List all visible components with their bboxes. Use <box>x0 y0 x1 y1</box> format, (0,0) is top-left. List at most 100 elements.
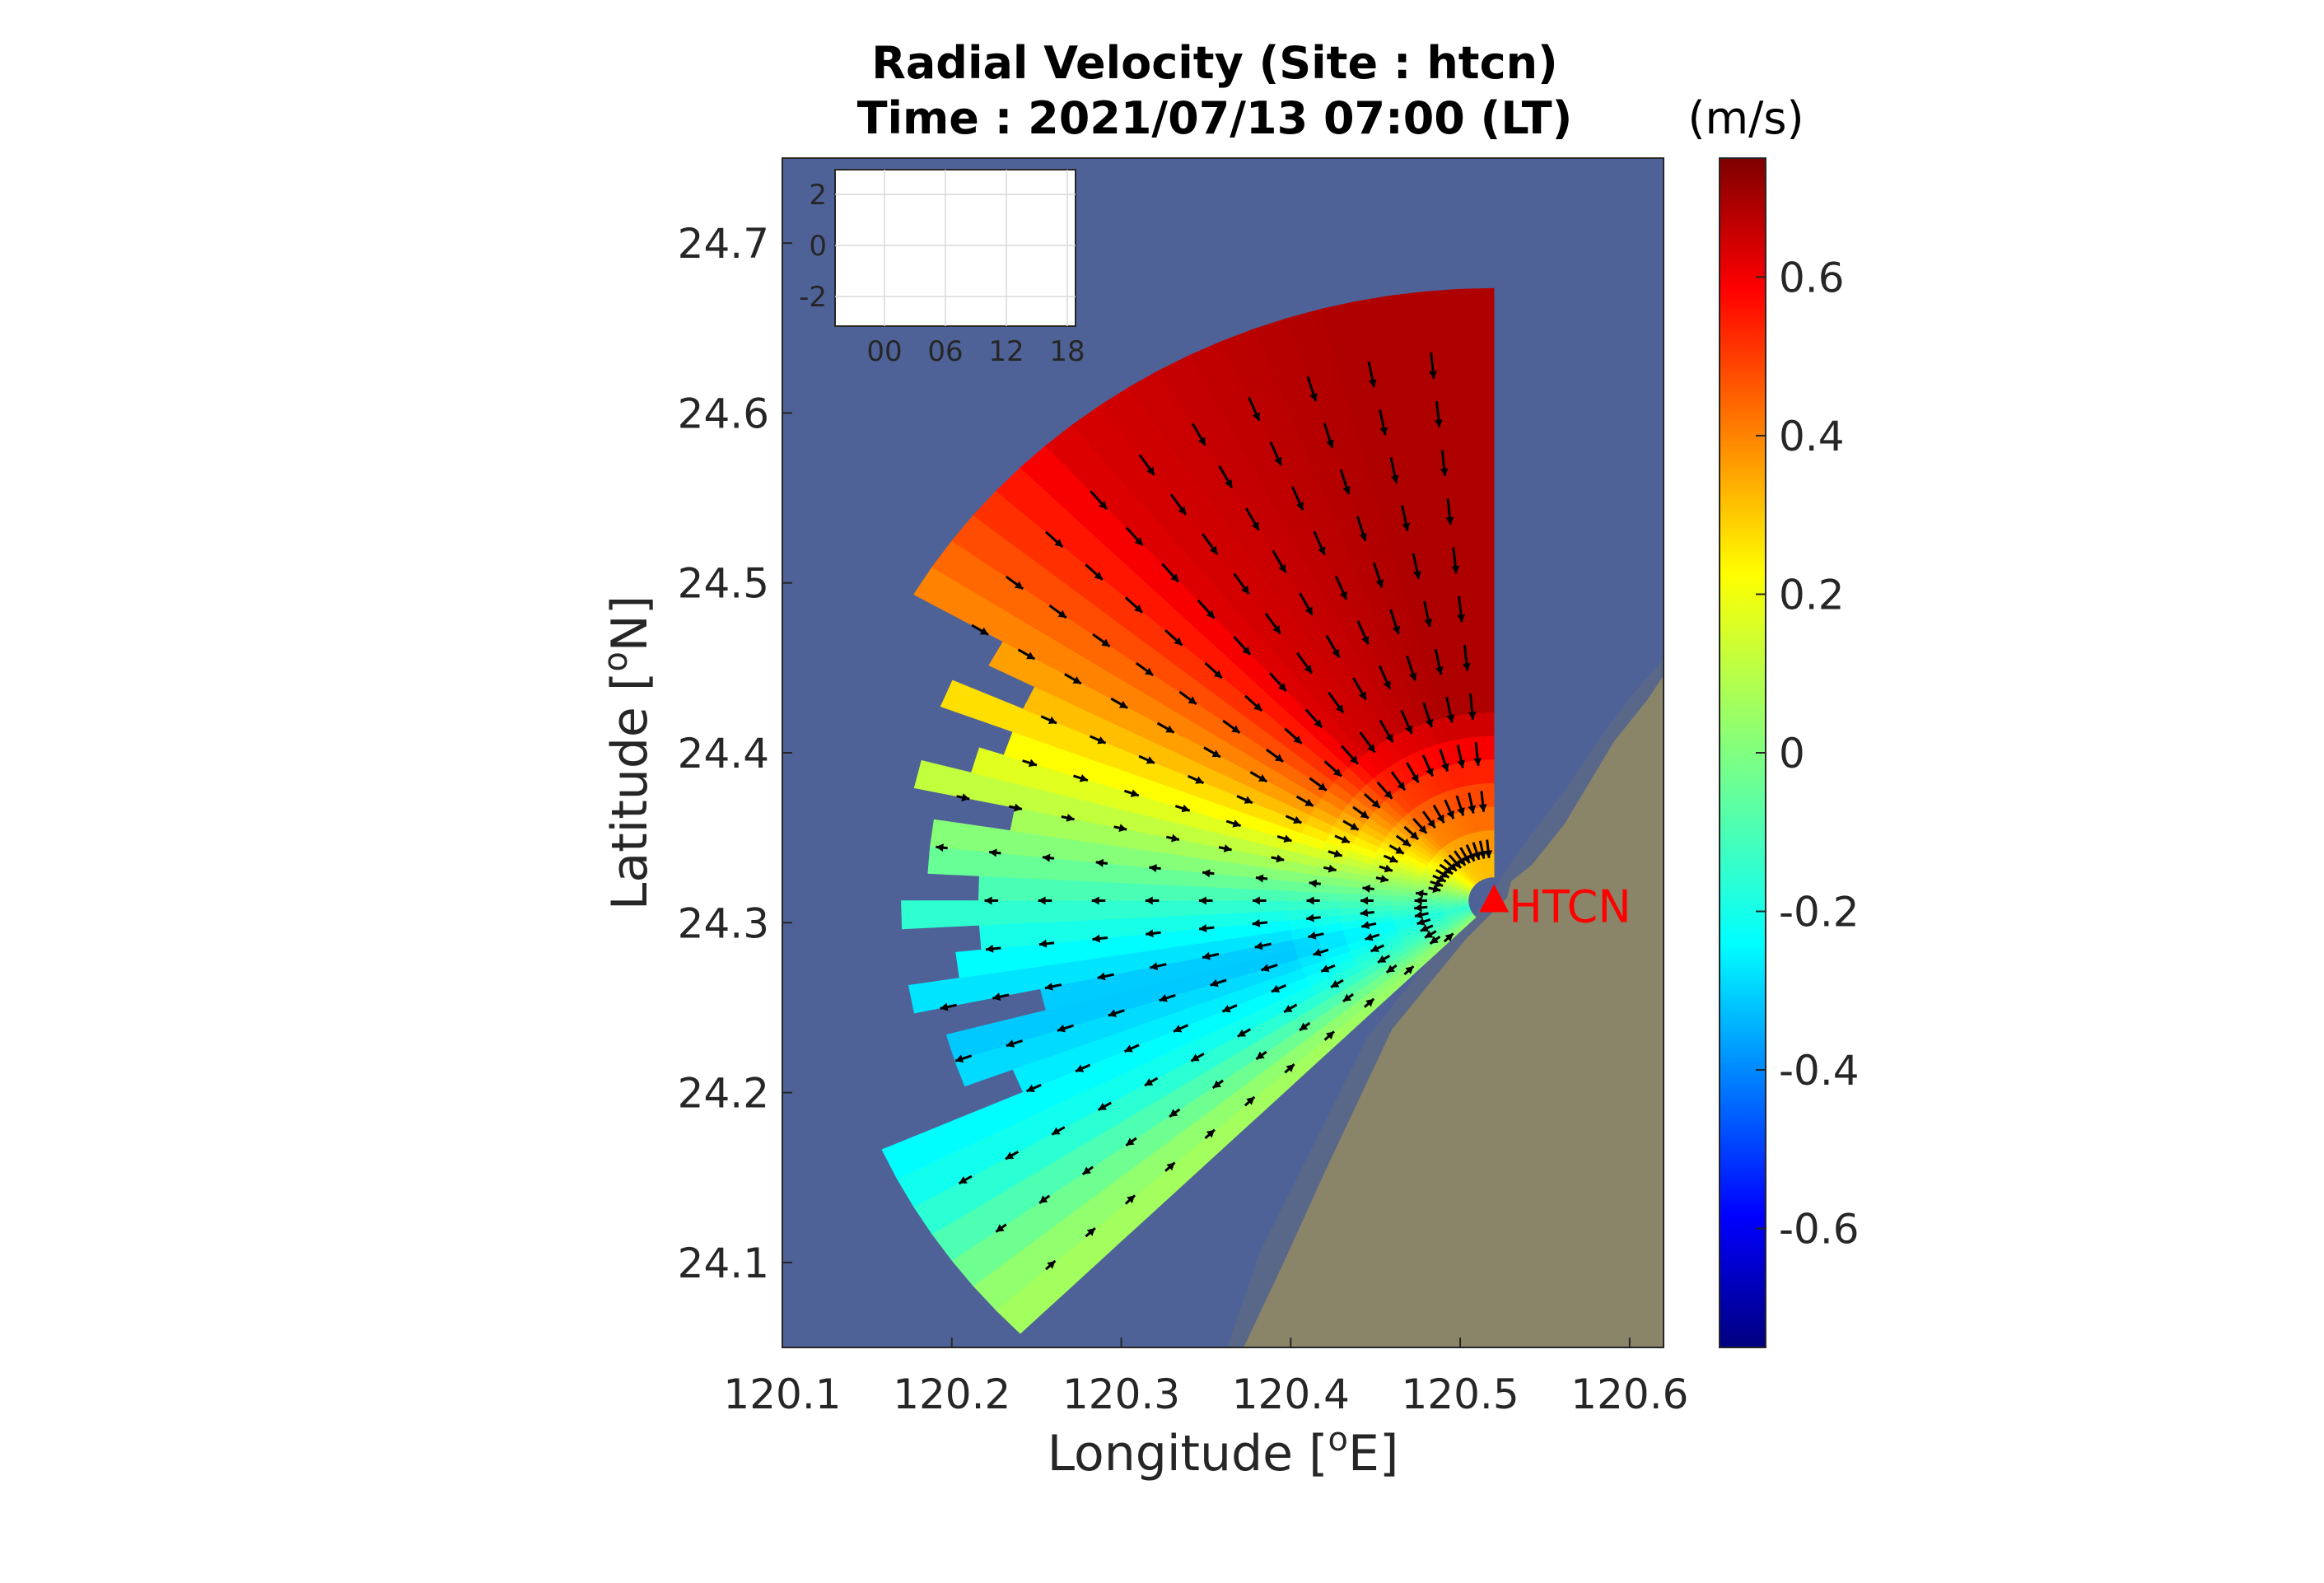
colorbar-tick-label-2: 0.2 <box>1779 571 1845 619</box>
velocity-vector-47 <box>1159 993 1176 1002</box>
y-tick-label-6: 24.7 <box>678 220 769 268</box>
velocity-cell-983 <box>1405 385 1438 413</box>
velocity-vector-202 <box>1356 516 1367 542</box>
velocity-vector-80 <box>1416 890 1428 899</box>
velocity-vector-210 <box>1434 648 1444 675</box>
colorbar-ticks: 0.6 0.4 0.2 0 -0.2 -0.4 -0.6 <box>1756 254 1860 1254</box>
velocity-cell-350 <box>1081 880 1108 901</box>
velocity-vector-209 <box>1445 696 1455 723</box>
chart-title-line2: Time : 2021/07/13 07:00 (LT) <box>857 92 1573 144</box>
velocity-cell-331 <box>1004 900 1032 925</box>
velocity-vector-141 <box>1403 825 1420 841</box>
velocity-vector-129 <box>1439 863 1454 876</box>
velocity-cell-372 <box>1005 853 1034 879</box>
velocity-vector-134 <box>1222 719 1241 735</box>
velocity-vector-41 <box>1025 1083 1042 1093</box>
velocity-vector-60 <box>992 992 1010 1002</box>
velocity-vector-187 <box>1400 709 1413 735</box>
velocity-vector-192 <box>1290 486 1304 511</box>
velocity-cell-391 <box>1057 838 1088 862</box>
inset-grid <box>835 170 1076 326</box>
velocity-vector-132 <box>1309 777 1328 792</box>
velocity-vector-49 <box>1057 1024 1074 1033</box>
x-axis-label-sup: o <box>1328 1421 1348 1459</box>
velocity-vector-94 <box>1218 844 1232 852</box>
velocity-vector-213 <box>1401 505 1411 531</box>
velocity-vector-46 <box>1210 978 1227 988</box>
velocity-vector-96 <box>1113 824 1127 833</box>
velocity-cell-333 <box>952 900 980 927</box>
coastal-shelf <box>1227 659 1664 1347</box>
velocity-cell-370 <box>1056 858 1085 881</box>
velocity-vectors <box>936 352 1493 1271</box>
colorbar-tick-label-1: 0.4 <box>1779 413 1845 460</box>
velocity-cell-1028 <box>1471 500 1495 525</box>
velocity-vector-37 <box>1221 1004 1238 1013</box>
velocity-vector-86 <box>1095 858 1108 867</box>
velocity-vector-14 <box>1299 1021 1311 1032</box>
velocity-vector-98 <box>1008 803 1023 812</box>
velocity-vector-32 <box>958 1174 973 1185</box>
velocity-vector-97 <box>1061 814 1075 822</box>
velocity-vector-10 <box>1044 1259 1057 1271</box>
velocity-cell-1036 <box>1459 311 1495 337</box>
site-marker <box>1479 884 1510 913</box>
chart-title-line1: Radial Velocity (Site : htcn) <box>871 37 1557 89</box>
inset-timeseries: 00 06 12 18 2 0 -2 <box>799 169 1085 368</box>
velocity-vector-2 <box>1363 997 1375 1008</box>
velocity-cell-345 <box>1210 886 1238 901</box>
velocity-cell-977 <box>1429 525 1454 553</box>
velocity-cell-329 <box>1055 900 1083 922</box>
velocity-vector-139 <box>1005 575 1024 591</box>
velocity-vector-84 <box>1202 869 1215 878</box>
velocity-vector-110 <box>1383 854 1398 863</box>
velocity-vector-177 <box>1352 677 1368 701</box>
velocity-vector-90 <box>1428 885 1441 894</box>
velocity-vector-225 <box>1440 450 1449 477</box>
velocity-vector-138 <box>1048 604 1067 619</box>
velocity-vector-144 <box>1284 727 1303 745</box>
velocity-cell-290 <box>1057 939 1088 964</box>
velocity-vector-155 <box>1304 708 1323 729</box>
velocity-vector-57 <box>1150 962 1167 970</box>
velocity-vector-221 <box>1462 644 1471 671</box>
velocity-cell-346 <box>1184 885 1211 901</box>
velocity-cell-998 <box>1461 618 1480 644</box>
velocity-vector-58 <box>1097 972 1114 981</box>
velocity-vector-74 <box>1252 896 1267 905</box>
inset-frame <box>834 169 1076 327</box>
velocity-vector-12 <box>1385 964 1398 974</box>
velocity-vector-179 <box>1298 592 1314 616</box>
velocity-cell-456 <box>971 747 1005 779</box>
velocity-vector-1 <box>1403 964 1415 976</box>
velocity-vector-71 <box>1414 896 1427 905</box>
velocity-vector-148 <box>1124 596 1144 614</box>
velocity-vector-128 <box>971 623 989 636</box>
radial-velocity-cells <box>881 287 1495 1334</box>
velocity-cell-304 <box>1211 913 1239 928</box>
velocity-vector-196 <box>1455 795 1465 816</box>
velocity-vector-76 <box>1145 896 1160 905</box>
velocity-cell-1035 <box>1461 334 1495 361</box>
velocity-vector-4 <box>1284 1062 1295 1074</box>
velocity-cell-1002 <box>1450 524 1475 550</box>
velocity-cell-310 <box>1056 920 1085 943</box>
velocity-vector-122 <box>1249 771 1268 783</box>
velocity-vector-180 <box>1272 549 1287 573</box>
velocity-vector-197 <box>1439 749 1449 773</box>
velocity-vector-16 <box>1211 1079 1224 1090</box>
velocity-cell-366 <box>1159 868 1188 886</box>
velocity-vector-53 <box>1360 921 1377 930</box>
velocity-vector-191 <box>1313 530 1326 556</box>
x-tick-label-2: 120.3 <box>1062 1371 1180 1418</box>
velocity-cell-1009 <box>1431 359 1465 386</box>
velocity-cell-1005 <box>1442 453 1471 479</box>
velocity-vector-217 <box>1484 839 1493 858</box>
velocity-vector-30 <box>1051 1126 1066 1136</box>
velocity-vector-93 <box>1271 854 1285 863</box>
y-tick-label-1: 24.2 <box>678 1070 769 1118</box>
velocity-vector-219 <box>1473 742 1482 766</box>
x-tick-label-5: 120.6 <box>1570 1371 1688 1418</box>
velocity-vector-115 <box>1138 754 1155 764</box>
velocity-vector-201 <box>1372 562 1384 588</box>
